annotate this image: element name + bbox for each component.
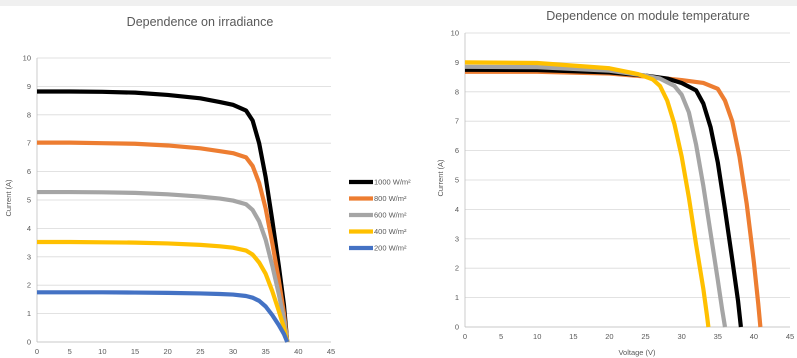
series-line-3 <box>464 60 711 328</box>
legend-label: 800 W/m² <box>374 194 407 203</box>
temperature-chart-panel: Dependence on module temperature Current… <box>430 0 797 358</box>
y-tick-label: 3 <box>455 234 459 243</box>
y-tick-label: 8 <box>27 110 31 119</box>
x-tick-label: 45 <box>327 347 335 356</box>
y-tick-label: 7 <box>455 117 459 126</box>
legend-label: 600 W/m² <box>374 211 407 220</box>
y-tick-label: 5 <box>27 196 31 205</box>
chart-title: Dependence on module temperature <box>546 9 750 23</box>
x-tick-label: 15 <box>131 347 139 356</box>
y-axis-title: Current (A) <box>436 159 445 197</box>
y-tick-label: 10 <box>451 29 459 38</box>
legend-label: 400 W/m² <box>374 227 407 236</box>
y-tick-label: 3 <box>27 252 31 261</box>
x-tick-label: 5 <box>68 347 72 356</box>
x-tick-label: 0 <box>35 347 39 356</box>
y-tick-label: 8 <box>455 87 459 96</box>
x-tick-label: 25 <box>196 347 204 356</box>
y-tick-label: 10 <box>23 54 31 63</box>
y-tick-label: 1 <box>455 293 459 302</box>
y-tick-label: 6 <box>27 167 31 176</box>
chart-title: Dependence on irradiance <box>127 15 274 29</box>
y-tick-label: 0 <box>455 323 459 332</box>
y-tick-label: 2 <box>455 264 459 273</box>
x-tick-label: 10 <box>533 332 541 341</box>
y-tick-label: 2 <box>27 281 31 290</box>
series-line-4 <box>37 290 290 343</box>
temperature-chart: Dependence on module temperature Current… <box>436 9 794 357</box>
x-tick-label: 5 <box>499 332 503 341</box>
x-tick-label: 0 <box>463 332 467 341</box>
y-tick-label: 5 <box>455 176 459 185</box>
y-tick-label: 4 <box>27 224 31 233</box>
y-tick-label: 0 <box>27 338 31 347</box>
series-line-1 <box>37 140 290 343</box>
x-tick-label: 30 <box>229 347 237 356</box>
irradiance-chart: Dependence on irradiance Current (A) 0 1 2… <box>4 15 411 356</box>
x-axis-title: Voltage (V) <box>618 348 656 357</box>
series-line-2 <box>37 189 290 343</box>
top-strip <box>0 0 797 6</box>
x-tick-label: 25 <box>641 332 649 341</box>
series-line-1 <box>464 67 743 328</box>
legend-label: 1000 W/m² <box>374 178 411 187</box>
series-line-2 <box>464 64 728 328</box>
x-tick-label: 30 <box>677 332 685 341</box>
x-tick-label: 35 <box>714 332 722 341</box>
y-tick-label: 1 <box>27 309 31 318</box>
x-tick-label: 40 <box>294 347 302 356</box>
series-line-3 <box>37 239 290 343</box>
y-tick-label: 7 <box>27 139 31 148</box>
x-tick-label: 15 <box>569 332 577 341</box>
x-tick-label: 20 <box>605 332 613 341</box>
y-tick-label: 6 <box>455 146 459 155</box>
series-line-0 <box>465 69 763 328</box>
y-tick-label: 9 <box>27 82 31 91</box>
series-line-0 <box>37 89 290 343</box>
x-tick-label: 10 <box>98 347 106 356</box>
legend-label: 200 W/m² <box>374 244 407 253</box>
irradiance-chart-panel: Dependence on irradiance Current (A) 0 1 2… <box>4 15 411 356</box>
x-tick-label: 45 <box>786 332 794 341</box>
x-tick-label: 20 <box>163 347 171 356</box>
x-tick-label: 40 <box>750 332 758 341</box>
y-tick-label: 4 <box>455 205 459 214</box>
y-tick-label: 9 <box>455 58 459 67</box>
x-tick-label: 35 <box>261 347 269 356</box>
y-axis-title: Current (A) <box>4 179 13 217</box>
